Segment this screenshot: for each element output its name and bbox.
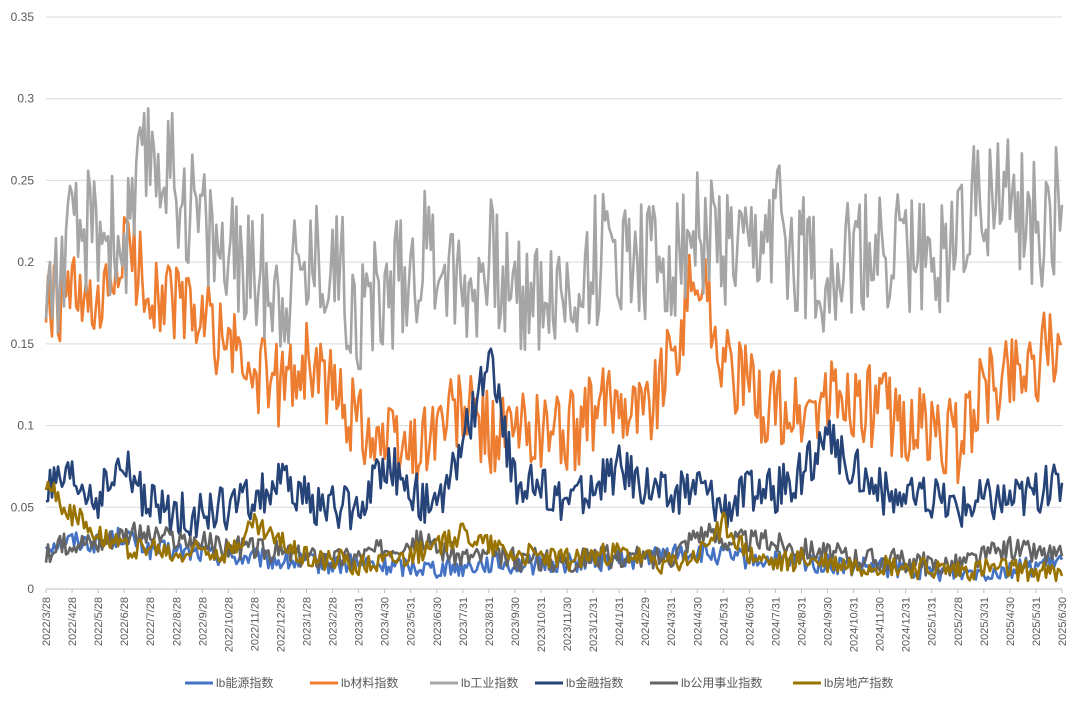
x-tick-label: 2023/8/31 bbox=[484, 597, 496, 646]
x-tick-label: 2024/2/29 bbox=[640, 597, 652, 646]
y-tick-label: 0.25 bbox=[11, 173, 35, 187]
y-tick-label: 0.05 bbox=[11, 500, 35, 514]
x-tick-label: 2022/5/28 bbox=[93, 597, 105, 646]
x-tick-label: 2024/8/31 bbox=[796, 597, 808, 646]
x-tick-label: 2023/5/31 bbox=[406, 597, 418, 646]
x-tick-label: 2023/9/30 bbox=[510, 597, 522, 646]
series-line bbox=[44, 521, 1064, 577]
legend-label: lb房地产指数 bbox=[824, 675, 893, 690]
x-tick-label: 2025/6/30 bbox=[1057, 597, 1069, 646]
x-tick-label: 2022/9/28 bbox=[197, 597, 209, 646]
legend-label: lb公用事业指数 bbox=[681, 675, 762, 690]
x-tick-label: 2024/3/31 bbox=[666, 597, 678, 646]
legend-label: lb工业指数 bbox=[461, 675, 518, 690]
x-tick-label: 2022/7/28 bbox=[145, 597, 157, 646]
x-tick-label: 2025/3/31 bbox=[979, 597, 991, 646]
x-axis-tick-labels: 2022/3/28 2022/4/28 2022/5/28 2022/6/28 2022… bbox=[41, 589, 1069, 652]
series-line bbox=[44, 216, 1063, 486]
x-tick-label: 2024/5/31 bbox=[718, 597, 730, 646]
legend-label: lb金融指数 bbox=[566, 675, 623, 690]
x-tick-label: 2023/2/28 bbox=[328, 597, 340, 646]
x-tick-label: 2023/10/31 bbox=[536, 597, 548, 652]
y-tick-label: 0.35 bbox=[11, 10, 35, 24]
y-tick-label: 0.1 bbox=[17, 419, 34, 433]
y-tick-label: 0.3 bbox=[17, 92, 34, 106]
x-tick-label: 2024/12/31 bbox=[901, 597, 913, 652]
x-tick-label: 2024/11/30 bbox=[875, 597, 887, 651]
x-tick-label: 2024/10/31 bbox=[849, 597, 861, 652]
y-tick-label: 0.15 bbox=[11, 337, 35, 351]
x-tick-label: 2025/4/30 bbox=[1005, 597, 1017, 646]
series-line bbox=[44, 480, 1064, 583]
x-tick-label: 2022/11/28 bbox=[249, 597, 261, 651]
x-tick-label: 2022/8/28 bbox=[171, 597, 183, 646]
x-tick-label: 2022/6/28 bbox=[119, 597, 131, 646]
x-tick-label: 2022/12/28 bbox=[275, 597, 287, 652]
x-tick-label: 2022/4/28 bbox=[67, 597, 79, 646]
x-tick-label: 2024/4/30 bbox=[692, 597, 704, 646]
y-tick-label: 0.2 bbox=[17, 255, 34, 269]
x-tick-label: 2023/6/30 bbox=[432, 597, 444, 646]
y-tick-label: 0 bbox=[27, 582, 34, 596]
x-tick-label: 2023/1/28 bbox=[302, 597, 314, 646]
x-tick-label: 2022/3/28 bbox=[41, 597, 53, 646]
x-tick-label: 2024/1/31 bbox=[614, 597, 626, 646]
x-tick-label: 2023/3/31 bbox=[354, 597, 366, 646]
y-axis-tick-labels: 0 0.05 0.1 0.15 0.2 0.25 0.3 0.35 bbox=[11, 10, 35, 596]
legend-label: lb材料指数 bbox=[341, 675, 398, 690]
x-tick-label: 2025/5/31 bbox=[1031, 597, 1043, 646]
series-line bbox=[44, 107, 1064, 371]
x-tick-label: 2023/4/30 bbox=[380, 597, 392, 646]
series-line bbox=[45, 347, 1064, 539]
series-lines bbox=[44, 107, 1064, 583]
legend: lb能源指数 lb材料指数 lb工业指数 lb金融指数 lb公用事业指数 lb房地产指数 bbox=[185, 675, 893, 690]
x-tick-label: 2025/1/31 bbox=[927, 597, 939, 646]
x-tick-label: 2025/2/28 bbox=[953, 597, 965, 646]
x-tick-label: 2023/11/30 bbox=[562, 597, 574, 651]
x-tick-label: 2024/9/30 bbox=[823, 597, 835, 646]
x-tick-label: 2024/7/31 bbox=[770, 597, 782, 646]
x-tick-label: 2024/6/30 bbox=[744, 597, 756, 646]
x-tick-label: 2023/7/31 bbox=[458, 597, 470, 646]
x-tick-label: 2022/10/28 bbox=[223, 597, 235, 652]
x-tick-label: 2023/12/31 bbox=[588, 597, 600, 652]
legend-label: lb能源指数 bbox=[216, 675, 273, 690]
